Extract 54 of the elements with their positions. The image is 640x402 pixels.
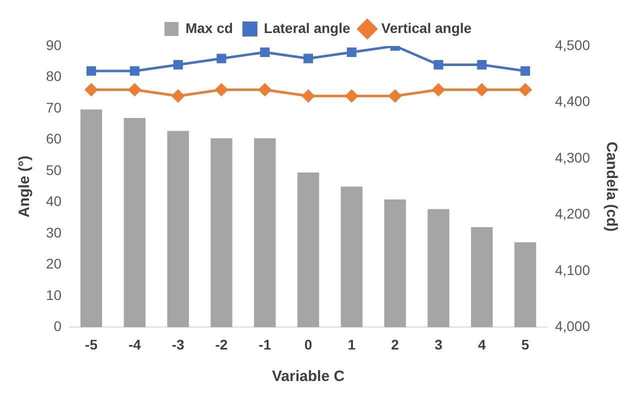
x-tick-label: -4 [128,336,142,352]
point [216,54,226,64]
legend-label: Max cd [185,20,233,36]
point [346,47,356,58]
point [260,47,270,58]
x-tick-label: -1 [258,336,272,352]
y-tick-label: 50 [46,162,62,178]
y2-tick-label: 4,200 [554,206,590,222]
legend-label: Vertical angle [381,20,472,36]
y-tick-label: 40 [46,193,62,210]
y-tick-label: 20 [46,256,62,272]
y-tick-label: 0 [54,318,62,334]
point [173,60,183,70]
point [432,83,445,96]
legend-label: Lateral angle [264,20,350,36]
y2-tick-label: 4,500 [554,36,590,53]
point [388,90,402,102]
point [303,54,314,64]
point [302,90,315,102]
y-tick-label: 60 [46,130,62,147]
y2-tick-label: 4,400 [554,93,590,110]
y-axis-title: Angle (°) [16,156,34,218]
point [130,66,140,76]
x-tick-label: 0 [304,336,312,352]
x-tick-label: -5 [85,336,98,352]
y-tick-label: 80 [46,68,62,84]
y2-tick-label: 4,300 [554,149,590,166]
y-tick-label: 90 [46,36,62,53]
point [85,83,98,96]
x-tick-label: 5 [521,336,530,352]
point [476,83,488,96]
y2-axis-title: Candela (cd) [602,142,620,232]
x-tick-label: -3 [172,336,185,352]
y-tick-label: 10 [46,286,62,303]
x-tick-label: 4 [478,336,486,352]
point [86,66,96,76]
y-tick-label: 70 [46,99,62,116]
point [215,83,228,96]
x-axis-title: Variable C [272,368,345,386]
point [519,83,532,96]
x-tick-label: 3 [434,336,443,352]
point [345,90,358,102]
x-tick-label: 1 [348,336,356,352]
point [128,83,141,96]
point [434,60,444,70]
point [520,66,530,76]
point [172,90,184,102]
y-tick-label: 30 [46,224,62,240]
x-tick-label: -2 [215,336,228,352]
point [258,83,272,96]
x-tick-label: 2 [391,336,400,352]
y2-tick-label: 4,100 [554,262,590,278]
point [477,60,487,70]
y2-tick-label: 4,000 [554,318,590,334]
